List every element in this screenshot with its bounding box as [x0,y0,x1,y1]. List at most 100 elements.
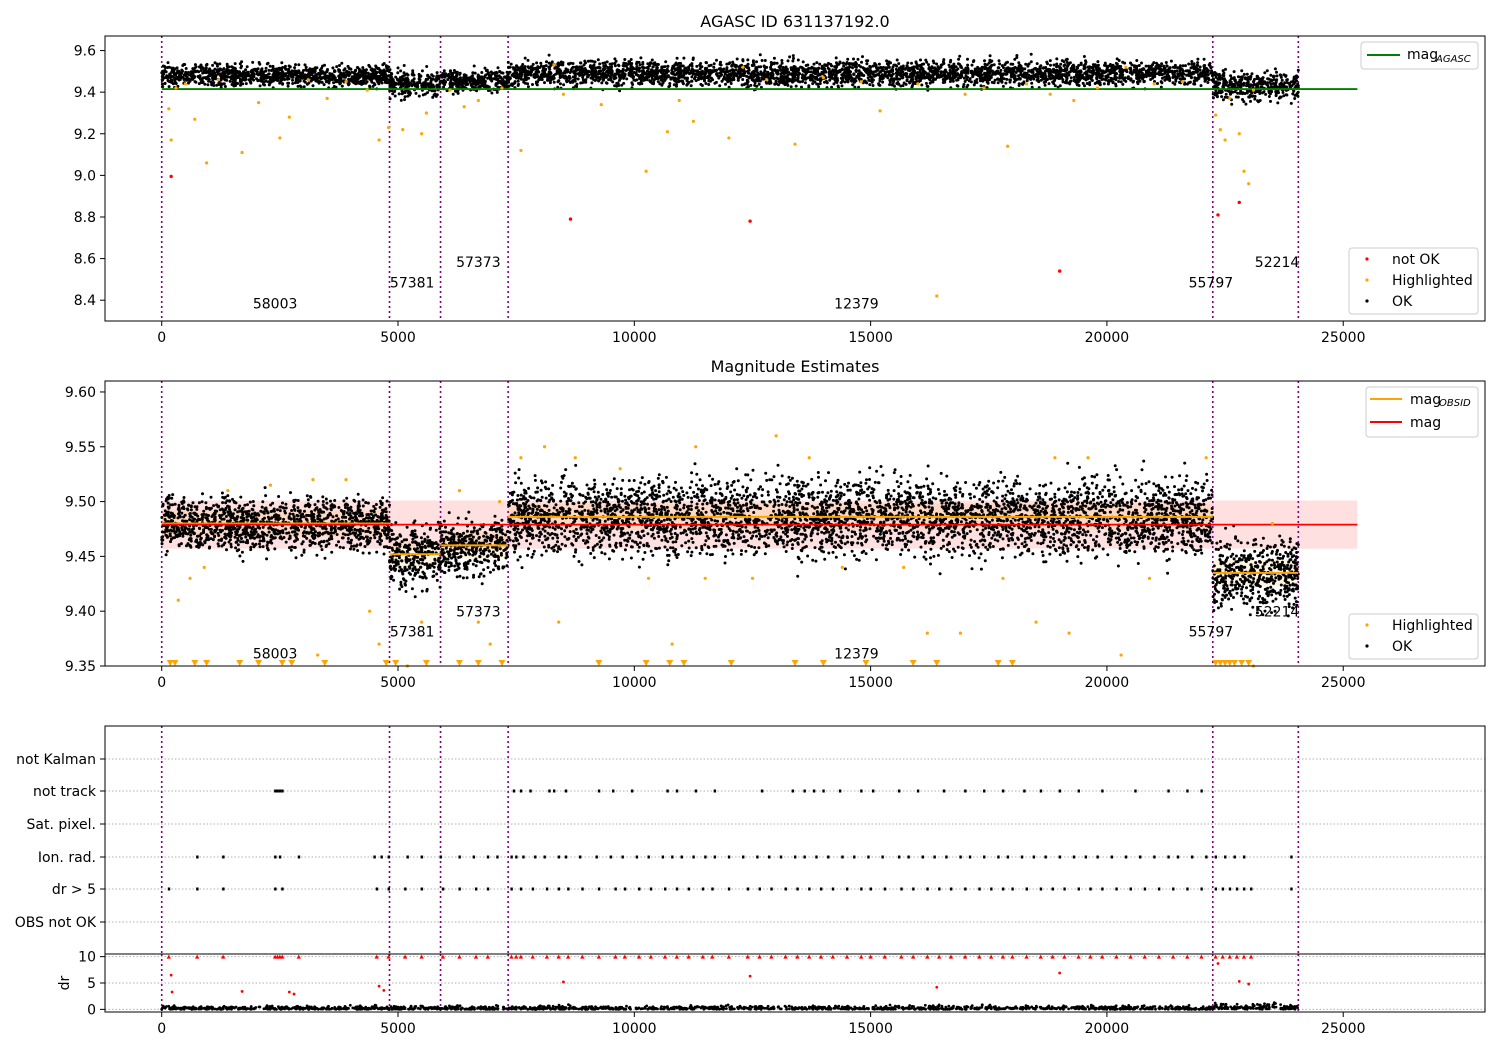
ok-point [403,98,406,102]
ok-point [888,79,892,83]
ok-point [698,67,702,71]
ok-point [828,78,832,82]
ok-point [1095,65,1099,68]
ok-point [904,74,908,77]
ok-point [281,77,284,81]
ok-point [1175,76,1178,80]
ok-point [681,79,685,83]
ok-point [375,79,379,83]
ok-point [1008,78,1012,82]
ok-point [1296,68,1300,72]
ok-point [752,74,756,78]
ok-point [915,71,919,75]
ok-point [1172,73,1176,77]
ok-point [832,72,836,76]
ok-point [857,69,861,73]
ok-point [287,69,291,73]
ok-point [298,84,302,88]
ok-point [1086,77,1090,81]
ok-point [672,65,676,69]
ok-point [690,75,694,79]
ok-point [274,72,278,76]
ok-point [200,81,204,85]
ok-point [414,82,418,86]
ok-point [924,81,928,85]
ok-point [552,80,556,84]
ok-point [338,73,342,77]
ok-point [166,61,170,65]
ok-point [736,78,740,82]
ok-point [1158,73,1161,77]
ok-point [353,72,357,76]
ok-point [370,73,374,77]
ok-point [1129,68,1133,72]
ok-point [397,92,401,96]
ok-point [953,71,957,75]
ok-point [724,71,727,75]
ok-point [1173,63,1177,67]
ok-point [788,77,792,81]
ok-point [328,72,332,76]
ok-point [806,76,810,80]
ok-point [251,60,255,64]
ok-point [1202,57,1206,61]
ok-point [745,80,749,84]
ok-point [835,63,839,67]
ok-point [677,70,680,74]
ok-point [772,56,776,60]
ok-point [910,61,913,65]
ok-point [901,76,905,80]
ok-point [996,77,999,81]
ok-point [230,65,234,69]
ok-point [867,78,871,82]
ok-point [556,80,560,84]
ok-point [517,75,520,79]
ok-point [999,68,1003,72]
ok-point [840,84,844,88]
ok-point [163,81,167,85]
ok-point [498,69,502,73]
ok-point [215,62,219,66]
ok-point [763,59,767,62]
ok-point [431,95,435,99]
ok-point [1091,65,1095,69]
ok-point [991,73,995,76]
ok-point [406,94,410,98]
ok-point [770,76,773,80]
ok-point [207,68,211,72]
ok-point [229,69,233,73]
ok-point [966,63,970,67]
ok-point [818,82,822,85]
ok-point [697,78,701,81]
ok-point [1038,72,1042,76]
ok-point [780,61,784,65]
ok-point [383,81,387,84]
ok-point [823,80,826,84]
ok-point [586,59,590,63]
ok-point [465,80,468,84]
ok-point [1188,74,1192,78]
ok-point [417,72,421,76]
ok-point [437,74,441,78]
ok-point [719,63,723,67]
ok-point [217,72,220,76]
ok-point [1135,59,1139,62]
ok-point [1049,68,1052,72]
ok-point [1196,61,1200,65]
ok-point [1111,71,1115,75]
ok-point [212,84,216,87]
ok-point [233,66,237,70]
ok-point [779,64,783,68]
ok-point [910,67,913,71]
ok-point [751,59,755,63]
ok-point [287,81,291,85]
ok-point [656,80,660,84]
ok-point [1178,80,1181,84]
ok-point [356,66,360,70]
ok-point [1193,79,1197,83]
ok-point [1010,72,1013,75]
ok-point [265,62,269,66]
ok-point [1042,66,1045,70]
ok-point [700,84,704,87]
ok-point [772,62,776,66]
